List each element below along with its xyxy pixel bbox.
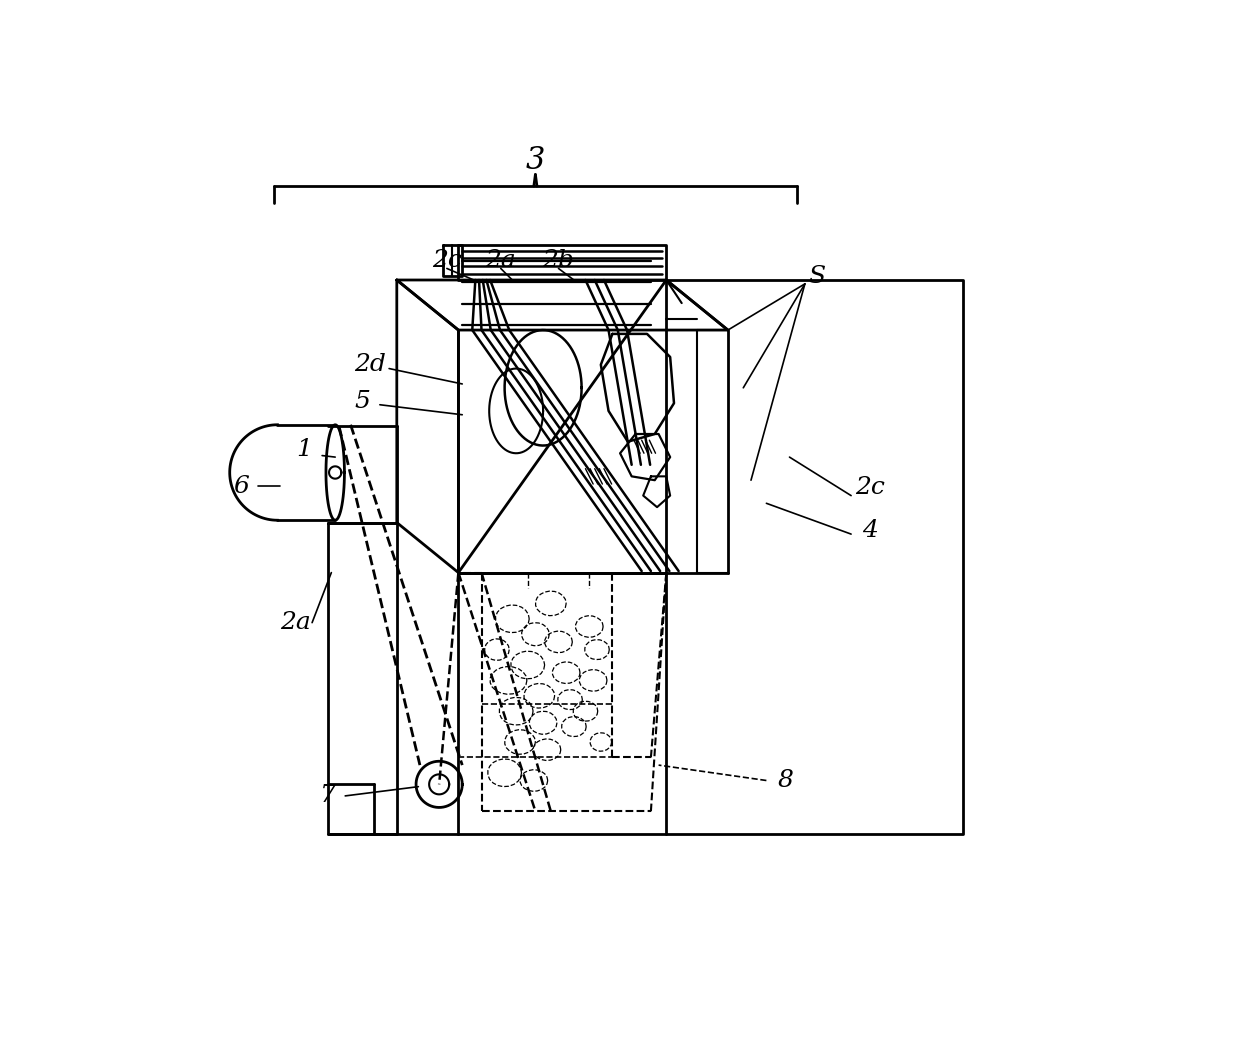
Text: 2c: 2c [856, 477, 885, 500]
Text: 2a: 2a [280, 611, 310, 634]
Text: 2d: 2d [353, 353, 386, 376]
Text: 7: 7 [320, 784, 336, 807]
Text: 1: 1 [296, 438, 312, 461]
Text: 6: 6 [233, 475, 249, 498]
Text: 2c: 2c [432, 249, 461, 272]
Text: S: S [808, 265, 825, 288]
Text: 5: 5 [355, 391, 370, 413]
Text: 2b: 2b [543, 249, 574, 272]
Text: 8: 8 [777, 769, 794, 792]
Text: 2a: 2a [485, 249, 516, 272]
Text: 4: 4 [862, 519, 878, 542]
Text: 3: 3 [526, 145, 546, 176]
